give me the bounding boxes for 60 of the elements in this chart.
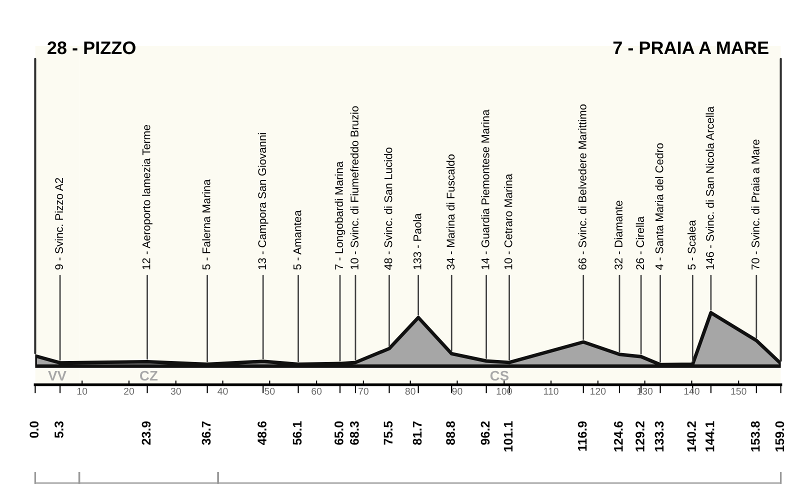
x2-tick-label: 50: [264, 388, 275, 395]
x-tick-label: 81.7: [412, 421, 422, 445]
x-tick-label: 56.1: [292, 421, 302, 445]
x2-tick-label: 120: [590, 388, 606, 395]
data-label: 14 - Guardia Piemontese Marina: [481, 109, 490, 270]
x2-tick-label: 110: [544, 388, 558, 395]
x-tick-label: 48.6: [258, 421, 266, 446]
x-tick-label: 0.0: [30, 421, 39, 438]
data-label: 66 - Svinc. di Belvedere Marittimo: [578, 104, 586, 270]
x-tick-label: 88.8: [446, 421, 455, 445]
band-label: CS: [490, 370, 509, 381]
data-label: 28 - PIZZO: [48, 41, 136, 54]
x-tick-label: 96.2: [480, 421, 490, 445]
x2-tick-label: 20: [124, 388, 134, 395]
x-tick-label: 75.5: [384, 421, 393, 445]
x2-tick-label: 40: [218, 388, 228, 395]
x2-tick-label: 100: [496, 388, 512, 395]
data-label: 5 - Falerna Marina: [202, 179, 210, 270]
x-tick-label: 116.9: [578, 421, 587, 451]
x-tick-label: 5.3: [54, 421, 64, 438]
band-label: CZ: [140, 370, 158, 381]
data-label: 10 - Svinc. di Fiumefreddo Bruzio: [350, 106, 358, 270]
x-tick-label: 65.0: [334, 421, 344, 445]
x2-tick-label: 80: [405, 388, 416, 395]
x-tick-label: 144.1: [706, 421, 714, 452]
data-label: 34 - Marina di Fuscaldo: [446, 154, 455, 270]
x-tick-label: 68.3: [350, 421, 359, 445]
data-label: 26 - Cirella: [636, 216, 644, 270]
x-tick-label: 101.1: [504, 421, 513, 452]
x-tick-label: 23.9: [142, 421, 151, 445]
data-label: 146 - Svinc. di San Nicola Arcella: [706, 106, 714, 270]
x2-tick-label: 60: [312, 388, 322, 395]
data-label: 70 - Svinc. di Praia a Mare: [751, 140, 760, 270]
x-tick-label: 129.2: [636, 421, 644, 452]
data-label: 4 - Santa Maria del Cedro: [655, 143, 664, 270]
x2-tick-label: 10: [77, 388, 88, 395]
x-tick-label: 124.6: [614, 421, 623, 452]
data-label: 133 - Paola: [413, 213, 422, 270]
data-label: 5 - Amantea: [294, 210, 302, 270]
data-label: 7 - Longobardi Marina: [334, 161, 346, 270]
x2-tick-label: 150: [731, 388, 746, 395]
data-label: 32 - Diamante: [614, 200, 622, 270]
x-tick-label: 36.7: [202, 421, 211, 445]
x2-tick-label: 30: [170, 388, 181, 395]
data-label: 48 - Svinc. di San Lucido: [384, 148, 392, 270]
data-label: 13 - Campora San Giovanni: [258, 133, 268, 270]
band-label: VV: [48, 370, 66, 381]
x2-tick-label: 140: [684, 388, 700, 395]
x-tick-label: 159.0: [775, 421, 784, 452]
data-label: 10 - Cetraro Marina: [504, 174, 512, 270]
x2-tick-label: 90: [452, 388, 462, 395]
data-label: 9 - Svinc. Pizzo A2: [54, 178, 64, 270]
x-tick-label: 153.8: [750, 421, 760, 452]
x-tick-label: 140.2: [687, 421, 696, 452]
data-label: 5 - Scalea: [687, 220, 696, 270]
x-tick-label: 133.3: [654, 421, 664, 452]
x2-tick-label: 130: [637, 388, 653, 395]
data-label: 12 - Aeroporto lamezia Terme: [142, 125, 152, 270]
x2-tick-label: 70: [358, 388, 368, 395]
data-label: 7 - PRAIA A MARE: [613, 42, 768, 54]
